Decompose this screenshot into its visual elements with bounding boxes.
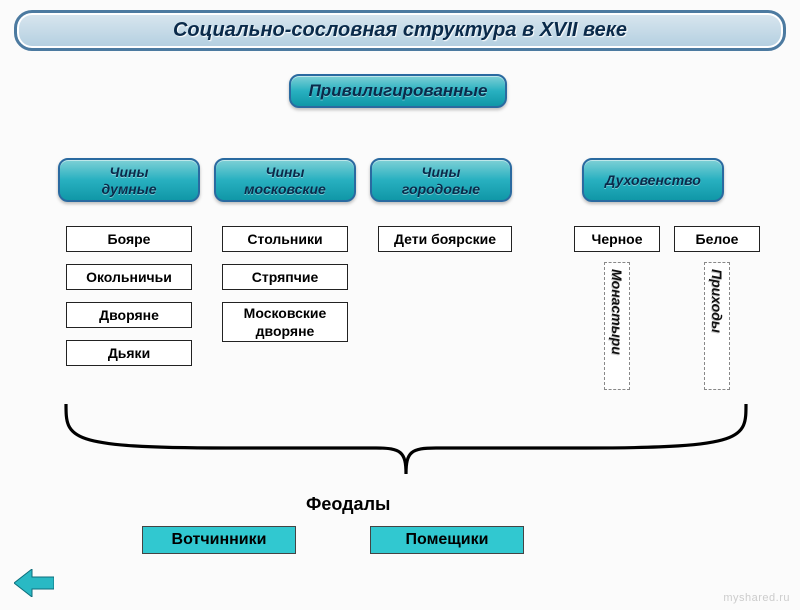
watermark-text: myshared.ru: [723, 592, 790, 604]
col3-header: Чины городовые: [370, 158, 512, 202]
col3-item: Дети боярские: [378, 226, 512, 252]
col4-left-label: Черное: [592, 231, 643, 247]
col3-header-label: Чины городовые: [402, 164, 480, 197]
col1-item: Дьяки: [66, 340, 192, 366]
back-arrow-icon: [14, 569, 54, 597]
col2-item-label: Стольники: [247, 231, 322, 247]
summary-label: Феодалы: [306, 494, 390, 515]
col2-item: Московские дворяне: [222, 302, 348, 342]
brace-icon: [56, 398, 756, 494]
col1-item: Окольничьи: [66, 264, 192, 290]
title-bar: Социально-сословная структура в XVII век…: [14, 10, 786, 51]
col2-item: Стряпчие: [222, 264, 348, 290]
col4-header: Духовенство: [582, 158, 724, 202]
col4-right-box: Белое: [674, 226, 760, 252]
col1-item: Бояре: [66, 226, 192, 252]
watermark: myshared.ru: [723, 592, 790, 604]
bottom-left-label: Вотчинники: [172, 531, 267, 548]
col1-item-label: Дворяне: [99, 307, 159, 323]
bottom-left-pill: Вотчинники: [142, 526, 296, 554]
col1-item-label: Дьяки: [108, 345, 150, 361]
main-category-pill: Привилигированные: [289, 74, 507, 108]
col2-item-label: Московские дворяне: [244, 305, 327, 339]
col1-item-label: Окольничьи: [86, 269, 172, 285]
col1-header-label: Чины думные: [102, 164, 157, 197]
col1-item-label: Бояре: [108, 231, 151, 247]
col4-right-vert-label: Приходы: [709, 263, 725, 333]
bottom-right-label: Помещики: [406, 531, 489, 548]
col2-header: Чины московские: [214, 158, 356, 202]
col2-item-label: Стряпчие: [252, 269, 318, 285]
col4-left-box: Черное: [574, 226, 660, 252]
col3-item-label: Дети боярские: [394, 231, 496, 247]
bottom-right-pill: Помещики: [370, 526, 524, 554]
main-category-label: Привилигированные: [309, 81, 488, 100]
col4-right-vert: Приходы: [704, 262, 730, 390]
back-button[interactable]: [14, 569, 54, 602]
page-title: Социально-сословная структура в XVII век…: [173, 19, 627, 41]
col4-left-vert: Монастыри: [604, 262, 630, 390]
col2-item: Стольники: [222, 226, 348, 252]
col4-header-label: Духовенство: [605, 172, 701, 188]
col4-right-label: Белое: [696, 231, 739, 247]
col2-header-label: Чины московские: [244, 164, 326, 197]
col1-item: Дворяне: [66, 302, 192, 328]
col4-left-vert-label: Монастыри: [609, 263, 625, 355]
summary-label-text: Феодалы: [306, 494, 390, 514]
col1-header: Чины думные: [58, 158, 200, 202]
